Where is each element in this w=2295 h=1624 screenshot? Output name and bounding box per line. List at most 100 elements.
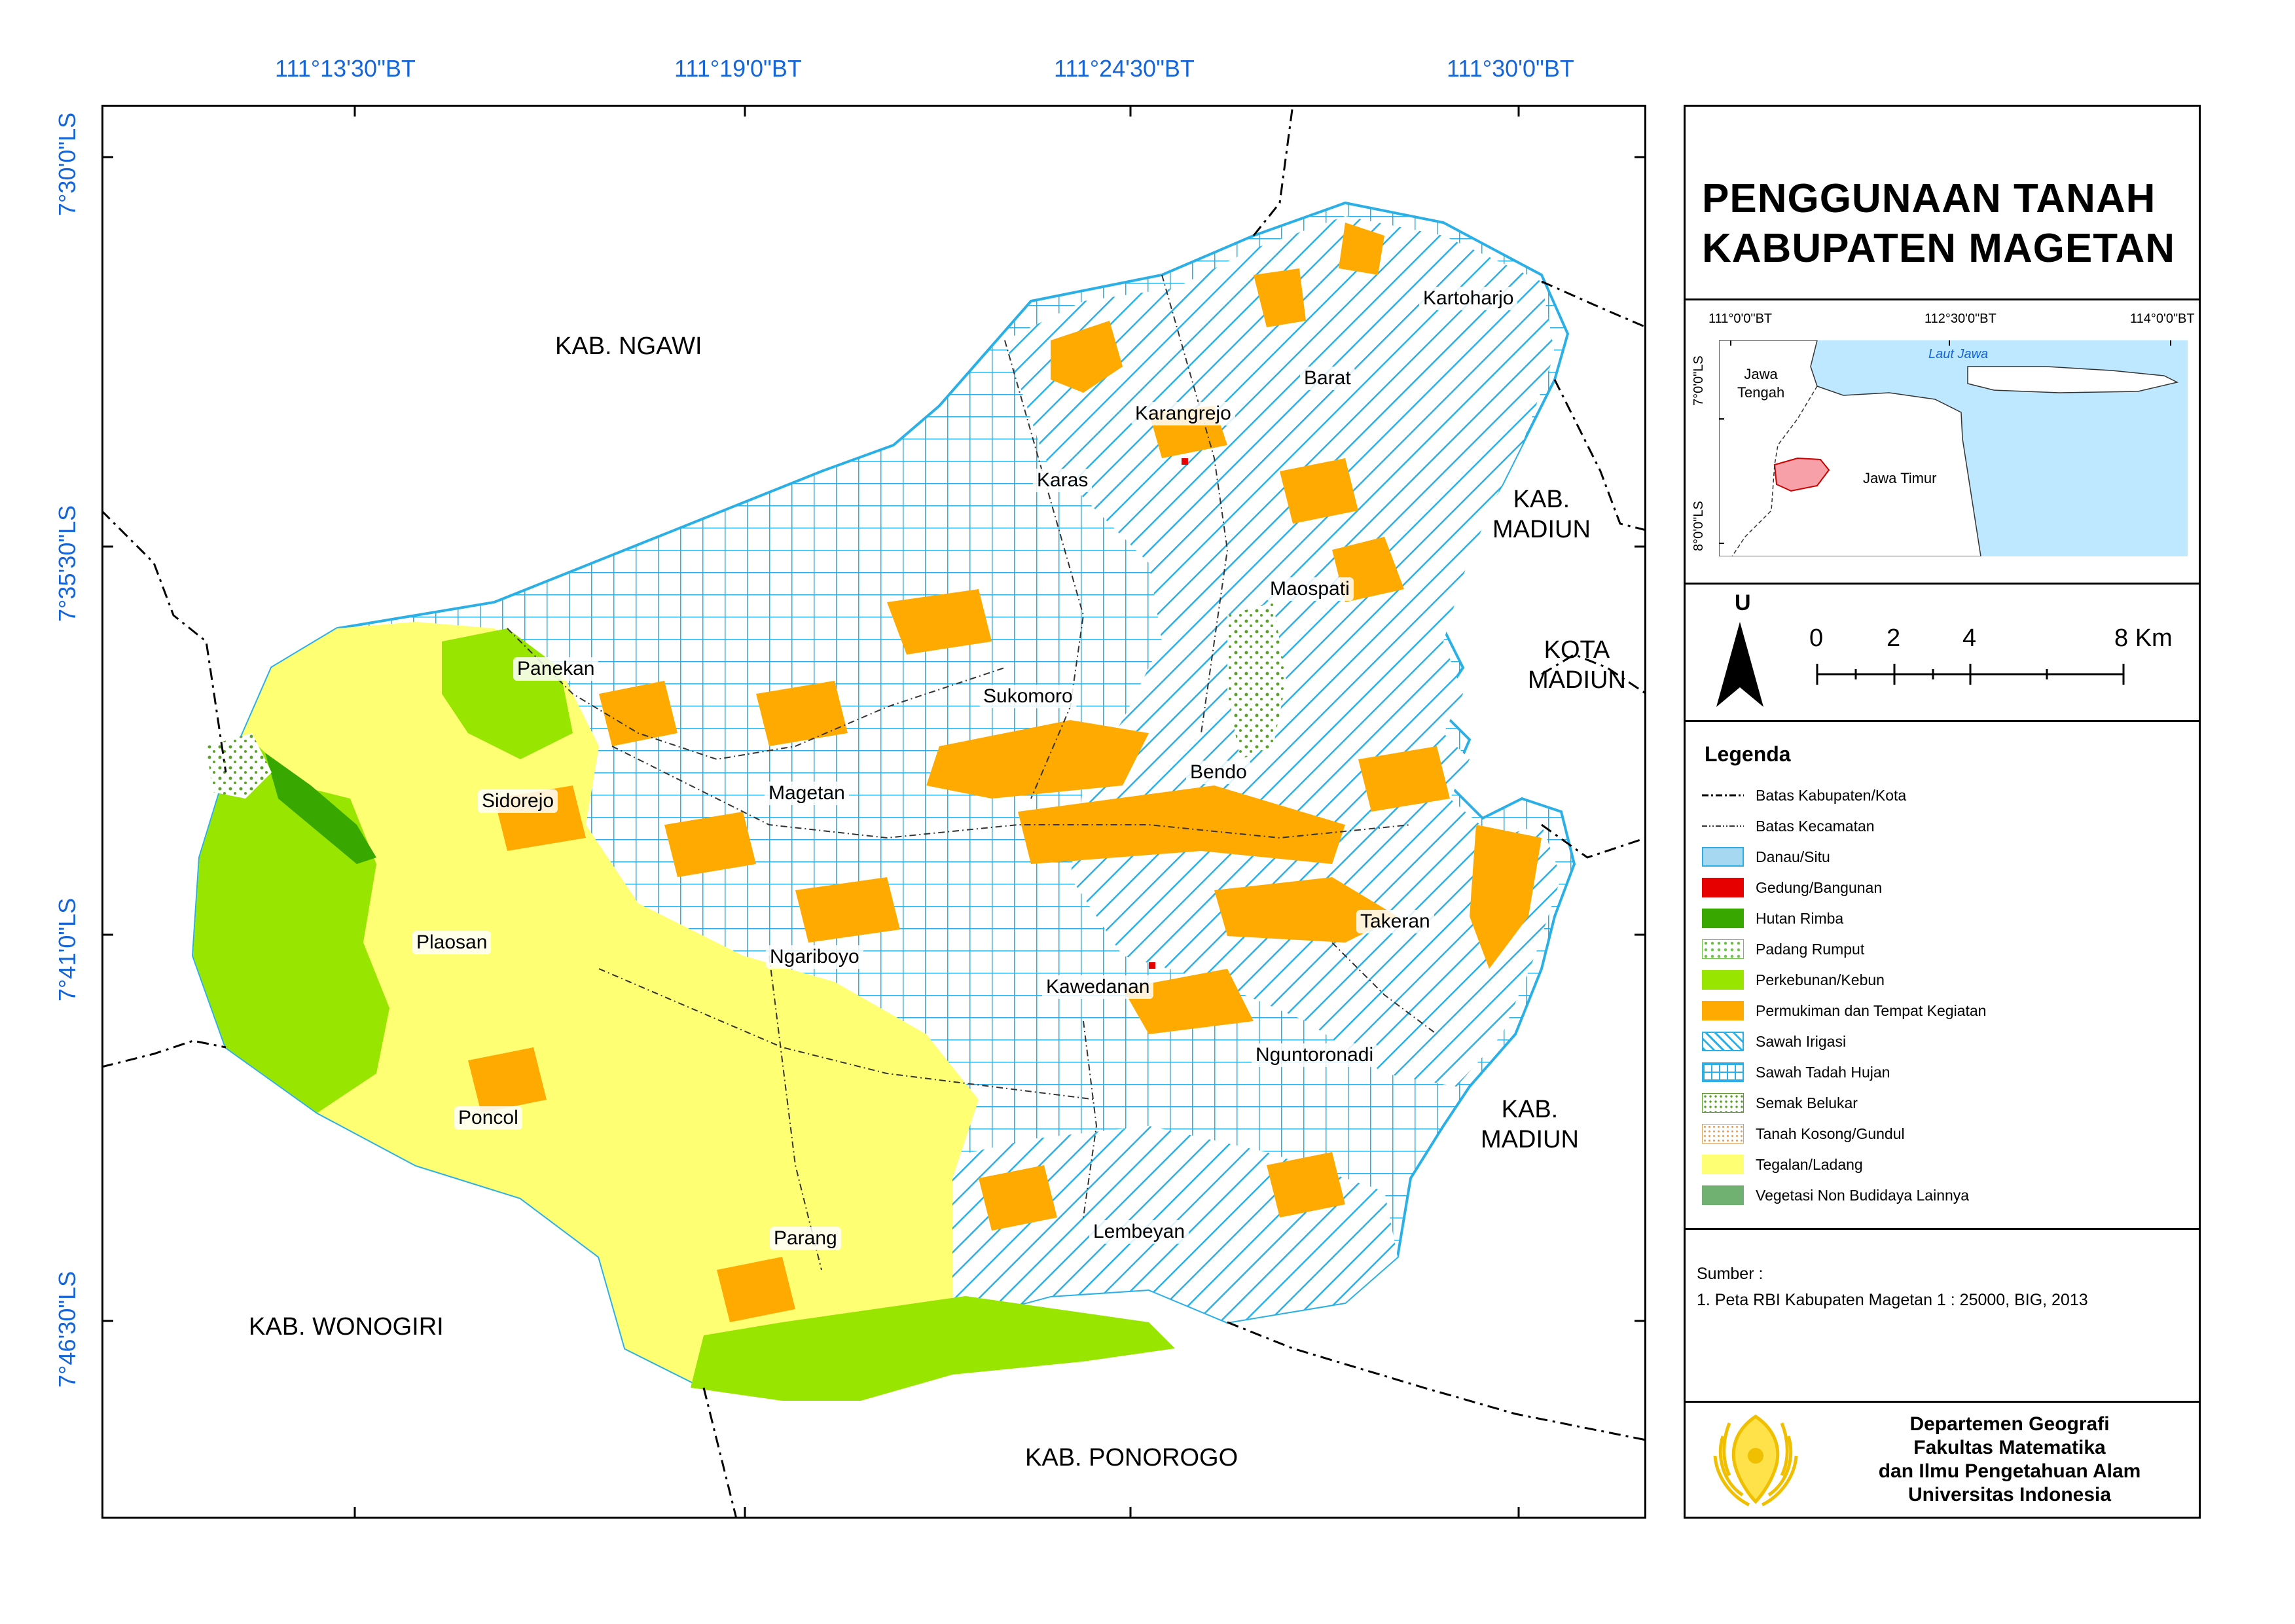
map-title-line1: PENGGUNAAN TANAH: [1702, 176, 2156, 221]
legend-swatch-dash: [1702, 794, 1744, 797]
legend-item-vegetasi: Vegetasi Non Budidaya Lainnya: [1702, 1184, 1969, 1206]
coord-top-2: 111°19'0"BT: [674, 55, 802, 82]
inset-coord-left-1: 7°0'0"LS: [1691, 355, 1706, 406]
region-label-kota-madiun: KOTA MADIUN: [1528, 635, 1626, 695]
legend-item-padang-rumput: Padang Rumput: [1702, 938, 1864, 960]
district-label-parang: Parang: [770, 1227, 841, 1250]
university-logo-icon: [1713, 1414, 1798, 1507]
legend-label: Batas Kabupaten/Kota: [1756, 786, 1907, 804]
legend-item-sawah-irigasi: Sawah Irigasi: [1702, 1030, 1846, 1053]
legend-swatch: [1702, 1032, 1744, 1051]
legend-swatch: [1702, 939, 1744, 959]
coord-left-1: 7°30'0"LS: [54, 112, 81, 216]
region-label-wonogiri: KAB. WONOGIRI: [249, 1313, 444, 1341]
legend-label: Batas Kecamatan: [1756, 817, 1875, 835]
district-label-ngariboyo: Ngariboyo: [766, 945, 863, 969]
legend-item-danau: Danau/Situ: [1702, 846, 1830, 868]
legend-swatch: [1702, 878, 1744, 897]
district-label-panekan: Panekan: [513, 657, 599, 681]
district-label-sukomoro: Sukomoro: [979, 685, 1077, 708]
legend-item-gedung: Gedung/Bangunan: [1702, 876, 1882, 899]
coord-top-4: 111°30'0"BT: [1447, 55, 1574, 82]
institution-line2: Fakultas Matematika: [1913, 1437, 2106, 1458]
district-label-kawedanan: Kawedanan: [1042, 975, 1154, 999]
inset-east-label: Jawa Timur: [1863, 470, 1937, 486]
map-title-line2: KABUPATEN MAGETAN: [1702, 226, 2176, 271]
source-heading: Sumber :: [1697, 1265, 1763, 1283]
institution-text: Departemen Geografi Fakultas Matematika …: [1846, 1413, 2173, 1507]
scale-top-border: [1684, 583, 2201, 585]
legend-item-tanah-kosong: Tanah Kosong/Gundul: [1702, 1123, 1905, 1145]
legend-label: Gedung/Bangunan: [1756, 878, 1883, 896]
inset-coord-top-3: 114°0'0"BT: [2130, 312, 2195, 326]
main-map: [101, 105, 1646, 1519]
legend-swatch: [1702, 847, 1744, 867]
legend-swatch: [1702, 1001, 1744, 1020]
institution-line1: Departemen Geografi: [1909, 1413, 2110, 1435]
legend-swatch: [1702, 909, 1744, 928]
map-title: PENGGUNAAN TANAH KABUPATEN MAGETAN: [1702, 174, 2175, 274]
district-label-karas: Karas: [1033, 469, 1093, 492]
legend-swatch: [1702, 1185, 1744, 1205]
legend-swatch: [1702, 1062, 1744, 1082]
coord-top-1: 111°13'30"BT: [275, 55, 416, 82]
region-label-madiun-south-1: KAB.: [1501, 1096, 1559, 1123]
district-label-lembeyan: Lembeyan: [1089, 1220, 1189, 1244]
coord-left-2: 7°35'30"LS: [54, 505, 81, 622]
region-label-madiun-north: KAB. MADIUN: [1492, 484, 1591, 545]
legend-label: Sawah Tadah Hujan: [1756, 1063, 1890, 1081]
north-arrow-icon: [1716, 622, 1763, 707]
region-label-madiun-north-1: KAB.: [1513, 486, 1570, 513]
legend-item-batas-kabupaten: Batas Kabupaten/Kota: [1702, 784, 1906, 806]
legend-label: Tanah Kosong/Gundul: [1756, 1125, 1905, 1142]
legend-label: Semak Belukar: [1756, 1094, 1858, 1111]
legend-label: Perkebunan/Kebun: [1756, 971, 1885, 988]
coord-left-3: 7°41'0"LS: [54, 897, 81, 1001]
legend-label: Permukiman dan Tempat Kegiatan: [1756, 1001, 1987, 1019]
legend-swatch: [1702, 1124, 1744, 1144]
legend-label: Padang Rumput: [1756, 940, 1865, 958]
institution-line4: Universitas Indonesia: [1907, 1484, 2112, 1506]
inset-top-border: [1684, 298, 2201, 300]
scale-tick-4: 4: [1962, 624, 1977, 652]
coord-top-3: 111°24'30"BT: [1054, 55, 1195, 82]
region-label-madiun-north-2: MADIUN: [1492, 516, 1591, 543]
legend-item-tegalan: Tegalan/Ladang: [1702, 1153, 1863, 1176]
district-label-kartoharjo: Kartoharjo: [1419, 287, 1518, 310]
legend-label: Vegetasi Non Budidaya Lainnya: [1756, 1186, 1970, 1204]
coord-left-4: 7°46'30"LS: [54, 1271, 81, 1388]
legend-swatch: [1702, 1155, 1744, 1174]
legend-item-hutan-rimba: Hutan Rimba: [1702, 907, 1843, 929]
region-label-ngawi: KAB. NGAWI: [555, 333, 702, 360]
inset-west-label-2: Tengah: [1737, 384, 1785, 401]
inset-map: [1719, 340, 2188, 556]
institution-top-border: [1684, 1401, 2201, 1403]
legend-swatch-dot: [1702, 825, 1744, 827]
inset-west-label: Jawa Tengah: [1737, 365, 1784, 402]
district-label-poncol: Poncol: [454, 1106, 522, 1130]
inset-west-label-1: Jawa: [1744, 366, 1778, 382]
district-label-barat: Barat: [1300, 367, 1355, 390]
inset-coord-top-2: 112°30'0"BT: [1925, 312, 1997, 326]
district-label-magetan: Magetan: [765, 782, 849, 805]
inset-sea-label: Laut Jawa: [1928, 347, 1989, 361]
inset-coord-top-1: 111°0'0"BT: [1708, 312, 1773, 326]
district-label-bendo: Bendo: [1186, 761, 1251, 784]
scale-tick-2: 2: [1887, 624, 1901, 652]
district-label-takeran: Takeran: [1356, 910, 1434, 933]
north-label: U: [1735, 590, 1751, 615]
legend-item-permukiman: Permukiman dan Tempat Kegiatan: [1702, 1000, 1986, 1022]
legend-swatch: [1702, 1093, 1744, 1113]
institution-line3: dan Ilmu Pengetahuan Alam: [1878, 1460, 2141, 1482]
scale-tick-8: 8 Km: [2114, 624, 2173, 652]
region-label-madiun-south: KAB. MADIUN: [1481, 1094, 1579, 1155]
region-label-ponorogo: KAB. PONOROGO: [1025, 1444, 1238, 1471]
district-label-plaosan: Plaosan: [412, 931, 492, 954]
inset-coord-left-2: 8°0'0"LS: [1691, 501, 1706, 551]
district-label-sidorejo: Sidorejo: [478, 789, 558, 813]
legend-swatch: [1702, 970, 1744, 990]
scale-tick-0: 0: [1809, 624, 1824, 652]
legend-label: Tegalan/Ladang: [1756, 1155, 1863, 1173]
district-label-maospati: Maospati: [1266, 577, 1354, 601]
legend-item-perkebunan: Perkebunan/Kebun: [1702, 969, 1885, 991]
